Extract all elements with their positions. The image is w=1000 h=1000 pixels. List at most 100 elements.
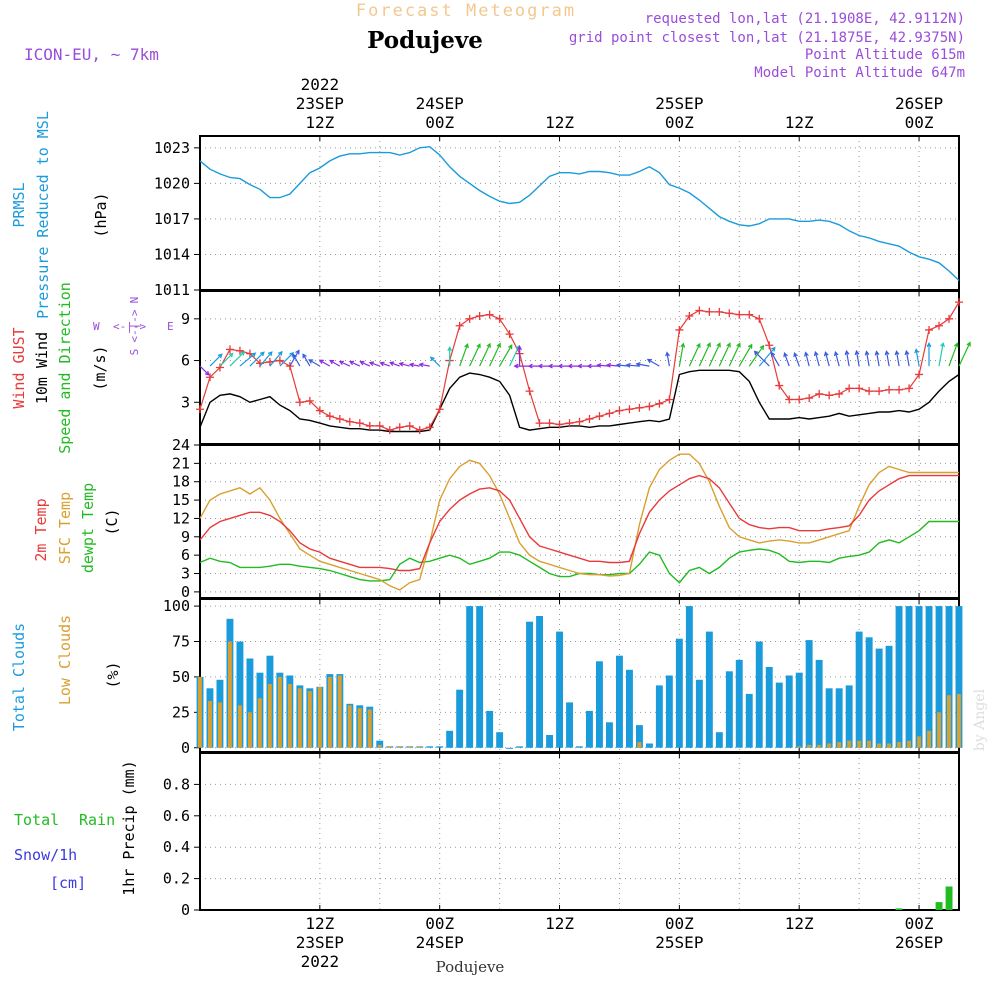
total-cloud-bar [655,685,663,748]
total-cloud-bar [915,606,923,748]
total-cloud-bar [725,671,733,748]
gust-marker [955,298,963,307]
sfc-temp-line [199,453,959,591]
wind-direction-arrow [447,346,453,367]
wind-direction-arrow [948,342,959,367]
compass-arrows: <-|-> [113,320,146,333]
wind-direction-arrow [513,363,530,369]
wind-direction-arrow [489,342,501,367]
total-cloud-bar [476,606,484,748]
total-cloud-bar [616,655,623,748]
low-cloud-bar [287,684,292,748]
gust-marker [215,363,224,372]
wind-direction-arrow [279,351,295,367]
y-tick-label: 12 [172,509,190,527]
gust-marker [345,417,354,426]
wind-direction-arrow [429,356,441,367]
top-time-label: 25SEP [655,94,703,113]
gust-marker [385,426,394,435]
wind-direction-arrow [646,358,660,367]
total-cloud-bar [815,659,823,748]
low-cloud-bar [927,730,931,748]
y-tick-label: 0 [181,901,190,919]
requested-coords: requested lon,lat (21.1908E, 42.9112N) [645,11,965,27]
wind-direction-arrow [338,360,351,367]
total-cloud-bar [446,730,454,748]
gust-marker [855,384,864,393]
wind-direction-arrow [368,361,381,367]
gust-marker [695,306,704,315]
gust-marker [625,405,634,414]
gust-marker [785,395,794,404]
total-cloud-bar [376,740,384,748]
point-altitude: Point Altitude 615m [805,47,965,63]
gridpoint-coords: grid point closest lon,lat (21.1875E, 42… [569,30,965,46]
y-tick-label: 0.2 [163,870,190,888]
total-cloud-bar [556,631,563,748]
gust-marker [865,387,874,396]
gust-marker [355,419,364,428]
cm-label: [cm] [50,874,86,892]
low-cloud-bar [248,712,252,748]
wind-direction-arrow [249,351,265,367]
gust-marker [675,325,684,334]
wind-direction-arrow [894,350,900,367]
panel-frame [199,135,960,291]
wind-direction-arrow [758,346,776,367]
total-cloud-bar [536,616,543,748]
total-cloud-bar [456,689,464,748]
wind-direction-arrow [469,343,481,367]
total-cloud-bar [606,722,613,748]
total-cloud-bar [695,679,703,748]
total-cloud-bar [955,606,963,748]
wind-direction-arrow [292,353,301,367]
gust-marker [405,421,414,430]
top-time-label: 2022 [301,75,340,94]
gust-marker [885,385,894,394]
bottom-time-label: 12Z [305,914,334,933]
total-cloud-bar [895,606,903,748]
wind-direction-arrow [738,343,753,367]
gust-marker [845,384,854,393]
y-tick-label: 0.6 [163,807,190,825]
gust-marker [935,321,944,330]
total-clouds-label: Total Clouds [10,623,28,731]
panel-frame [199,598,960,753]
wind-direction-arrow [348,360,361,367]
gust-marker [425,423,434,432]
low-cloud-bar [277,676,282,748]
total-cloud-bar [805,640,813,748]
wind-direction-arrow [302,353,311,367]
total-cloud-bar [466,606,474,748]
wind-direction-arrow [958,341,971,367]
wind-direction-arrow [199,365,210,376]
y-tick-label: 0.8 [163,775,190,793]
prmsl-line [199,145,960,282]
wind-direction-arrow [864,350,870,367]
total-cloud-bar [646,743,653,748]
wind10m-label: 10m Wind [33,332,51,404]
y-tick-label: 24 [172,436,190,454]
gust-marker [505,330,514,339]
snow-label: Snow/1h [14,846,77,864]
wind-direction-arrow [914,348,920,367]
sfc-temp-label: SFC Temp [56,492,74,564]
dewpt-label: dewpt Temp [79,483,97,573]
low-cloud-bar [307,691,312,748]
temp2m-label: 2m Temp [32,498,50,561]
wind-direction-arrow [884,350,890,367]
bottom-time-label: 2022 [301,952,340,971]
total-cloud-bar [785,675,793,748]
gust-marker [635,403,644,412]
rain-bar [895,908,903,910]
top-time-label: 26SEP [895,94,943,113]
gust-marker [795,395,804,404]
wind-direction-arrow [408,362,420,368]
low-cloud-bar [957,693,961,748]
total-cloud-bar [665,675,673,748]
model-label: ICON-EU, ~ 7km [24,45,159,64]
low-cloud-bar [347,705,352,748]
bottom-time-label: 12Z [545,914,574,933]
gust-marker [585,414,594,423]
